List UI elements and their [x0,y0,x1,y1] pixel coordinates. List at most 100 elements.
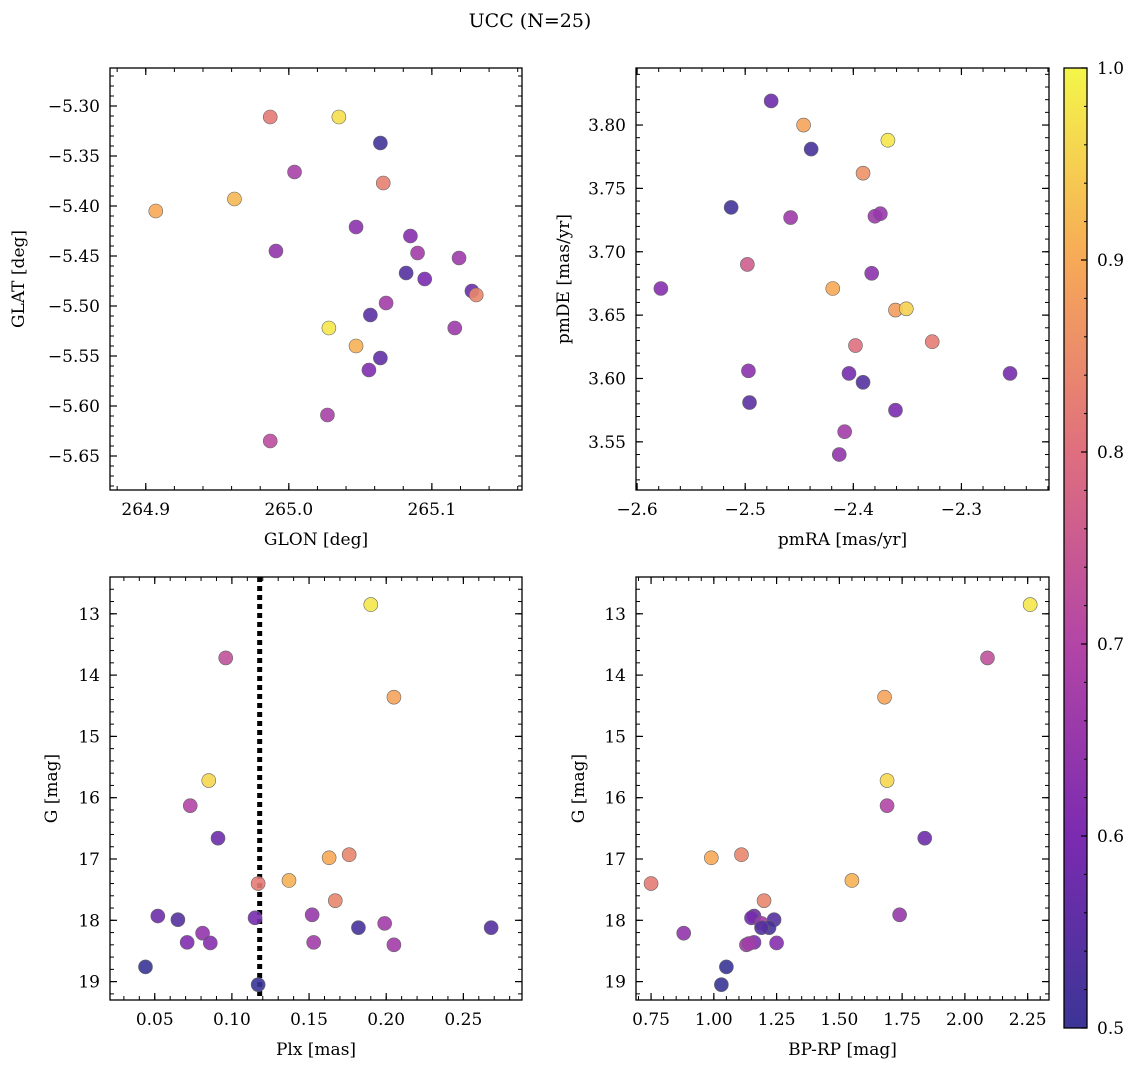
x-tick-label: 0.15 [290,1010,328,1030]
data-point [363,307,378,323]
data-point [763,93,779,109]
data-point [195,925,210,941]
data-point [837,424,852,440]
colorbar-tick-label: 0.9 [1097,251,1124,271]
y-tick-label: −5.65 [48,447,100,467]
data-point [386,689,402,705]
data-point [924,334,940,350]
data-point [855,374,871,390]
data-point [210,830,226,846]
data-point [320,407,335,423]
data-point [321,850,337,866]
x-tick-label: 0.05 [136,1010,174,1030]
data-point [375,175,391,191]
y-axis-label: G [mag] [42,754,62,823]
figure-title: UCC (N=25) [469,10,592,32]
data-point [304,907,320,923]
data-point [281,873,297,888]
data-point [741,936,757,951]
data-point [373,135,388,151]
x-tick-label: 0.25 [444,1010,482,1030]
data-point [741,363,756,379]
x-tick-label: 1.50 [820,1010,858,1030]
data-point [403,228,418,244]
data-point [306,935,321,950]
data-point [879,773,895,788]
data-point [386,937,402,953]
y-tick-label: 13 [78,605,100,625]
data-point [398,265,414,281]
colorbar-tick-label: 0.5 [1097,1019,1124,1039]
data-point [201,773,217,788]
data-point [917,830,933,846]
x-tick-label: 1.75 [883,1010,921,1030]
data-point [262,433,278,449]
data-point [877,689,892,705]
data-point [825,281,841,296]
axes-frame [109,67,523,491]
y-tick-label: 16 [78,789,100,809]
data-point [740,257,755,272]
x-tick-label: 264.9 [121,500,170,520]
data-point [250,876,266,891]
axis-ticks: −2.6 −2.5 −2.4 −2.3 3.55 3.60 3.65 3.70 3.75 3.80 [588,68,1049,520]
data-point [734,847,749,863]
data-point [351,920,366,935]
data-point [714,977,729,992]
data-point [848,338,863,353]
data-point [451,250,467,266]
data-point [803,141,819,157]
x-tick-label: 0.10 [213,1010,251,1030]
colorbar-fill [1063,67,1088,1029]
colorbar-tick-label: 0.7 [1097,635,1124,655]
data-point [262,109,278,125]
data-point [796,117,811,133]
data-point [321,320,337,336]
data-point [268,243,284,259]
y-tick-label: 3.60 [588,369,626,389]
data-point [483,920,499,935]
y-tick-label: 15 [78,727,100,747]
x-tick-label: −2.3 [941,500,982,520]
data-point [182,798,198,813]
data-point [331,109,347,125]
x-tick-label: 2.00 [946,1010,984,1030]
scatter-panel-3: 0.05 0.10 0.15 0.20 0.25 13 14 15 16 17 18 19 Plx [m… [42,576,523,1060]
colorbar-tick-label: 0.8 [1097,443,1124,463]
data-point [1022,597,1038,612]
y-tick-label: 18 [604,911,626,931]
data-point [227,191,242,207]
x-axis-label: BP-RP [mag] [788,1040,897,1060]
y-tick-label: 15 [604,727,626,747]
axes-frame [635,67,1050,491]
scatter-panel-2: −2.6 −2.5 −2.4 −2.3 3.55 3.60 3.65 3.70 3.75 3.80… [554,67,1050,550]
data-point [873,206,888,222]
data-points [138,597,499,992]
data-point [327,893,343,908]
data-point [202,935,218,951]
x-tick-label: 1.00 [695,1010,733,1030]
y-tick-label: 17 [604,850,626,870]
data-point [864,265,879,281]
data-point [742,395,757,410]
y-tick-label: 14 [604,666,626,686]
data-point [341,847,357,863]
x-axis-label: GLON [deg] [264,530,368,550]
data-point [880,132,896,148]
data-point [170,912,186,927]
y-tick-label: −5.40 [48,197,100,217]
axis-ticks: 0.75 1.00 1.25 1.50 1.75 2.00 2.25 13 14 15 16 17 18… [604,576,1049,1030]
x-tick-label: 1.25 [758,1010,796,1030]
y-tick-label: −5.55 [48,347,100,367]
data-point [378,295,394,311]
axes-frame [635,576,1050,1001]
data-point [377,916,392,931]
data-point [218,650,234,666]
y-tick-label: 3.75 [588,179,626,199]
data-point [892,907,907,923]
x-tick-label: −2.6 [616,500,657,520]
data-points [653,93,1018,462]
axis-ticks: 264.9 265.0 265.1 −5.30 −5.35 −5.40 −5.45 −5.50… [48,68,522,520]
y-tick-label: 14 [78,666,100,686]
data-points [148,109,484,449]
